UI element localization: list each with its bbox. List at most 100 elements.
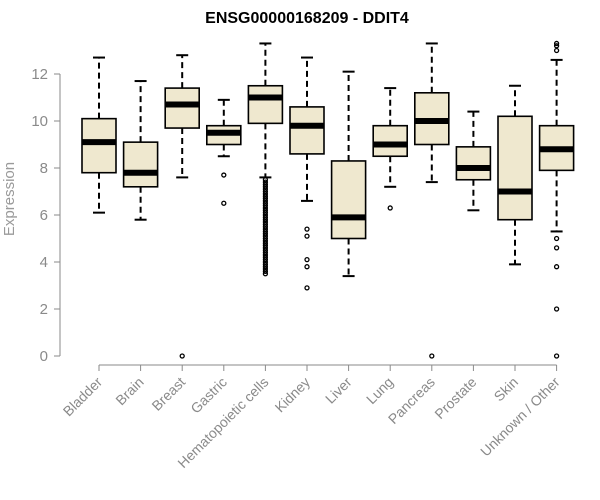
chart-title: ENSG00000168209 - DDIT4 xyxy=(205,10,409,27)
box-group xyxy=(164,54,200,359)
x-tick-label: Unknown / Other xyxy=(477,374,563,460)
box-body xyxy=(497,115,533,221)
outlier-point xyxy=(553,235,560,242)
x-tick-label: Brain xyxy=(112,374,146,408)
outlier-point xyxy=(262,235,269,242)
y-tick-label: 0 xyxy=(40,348,48,365)
outlier-point xyxy=(221,172,227,178)
x-tick-label: Lung xyxy=(363,374,396,407)
outlier-point xyxy=(553,47,560,54)
outlier-point xyxy=(262,259,269,265)
outlier-point xyxy=(262,252,269,258)
outlier-point xyxy=(262,224,269,230)
outlier-point xyxy=(262,200,269,206)
outlier-point xyxy=(262,266,269,272)
y-tick-label: 6 xyxy=(40,207,48,224)
box-body xyxy=(330,160,367,240)
x-tick-label: Kidney xyxy=(272,374,314,416)
outlier-point xyxy=(262,249,269,256)
y-axis-label: Expression xyxy=(1,162,18,236)
y-tick-label: 10 xyxy=(31,113,48,130)
outlier-point xyxy=(262,179,269,185)
outlier-point xyxy=(304,264,310,270)
outlier-point xyxy=(262,177,269,183)
outlier-point xyxy=(262,193,269,199)
outlier-point xyxy=(262,184,269,190)
outlier-point xyxy=(262,264,269,270)
outlier-point xyxy=(553,43,560,49)
box-body xyxy=(81,117,117,174)
outlier-point xyxy=(262,205,269,211)
outlier-point xyxy=(553,245,560,251)
outlier-point xyxy=(429,353,435,359)
outlier-point xyxy=(262,198,269,204)
outlier-point xyxy=(262,271,269,277)
outlier-point xyxy=(262,195,269,202)
y-tick-label: 12 xyxy=(31,66,48,83)
x-tick-label: Breast xyxy=(148,374,188,414)
outlier-point xyxy=(304,285,310,291)
box-group xyxy=(206,98,242,206)
outlier-point xyxy=(262,181,269,188)
outlier-point xyxy=(262,238,269,244)
outlier-point xyxy=(262,209,269,216)
outlier-point xyxy=(262,191,269,197)
box-group xyxy=(413,42,450,359)
outlier-point xyxy=(262,233,269,239)
outlier-point xyxy=(262,245,269,251)
outlier-point xyxy=(553,306,560,312)
outlier-point xyxy=(262,217,269,223)
y-tick-label: 4 xyxy=(40,254,48,271)
box-body xyxy=(247,84,284,125)
box-body xyxy=(122,141,159,188)
outlier-point xyxy=(304,226,310,232)
box-body xyxy=(289,106,325,155)
outlier-point xyxy=(553,40,560,47)
outlier-point xyxy=(553,353,560,359)
box-group xyxy=(372,87,409,211)
outlier-point xyxy=(262,186,269,192)
x-tick-label: Bladder xyxy=(60,374,106,420)
box-group xyxy=(289,56,325,291)
x-tick-label: Prostate xyxy=(431,374,479,422)
outlier-point xyxy=(262,242,269,249)
x-tick-label: Liver xyxy=(322,374,355,407)
box-group xyxy=(122,80,159,221)
outlier-point xyxy=(262,228,269,235)
outlier-point xyxy=(262,240,269,246)
box-body xyxy=(372,124,409,158)
y-tick-label: 8 xyxy=(40,160,48,177)
outlier-point xyxy=(262,202,269,209)
outlier-point xyxy=(262,212,269,218)
outlier-point xyxy=(553,264,560,270)
outlier-point xyxy=(304,256,310,263)
x-tick-label: Skin xyxy=(491,374,522,405)
outlier-point xyxy=(262,219,269,225)
box-body xyxy=(164,87,200,129)
outlier-point xyxy=(262,247,269,253)
box-group xyxy=(455,110,492,212)
outlier-point xyxy=(262,207,269,213)
box-group xyxy=(81,56,117,214)
outlier-point xyxy=(262,256,269,263)
outlier-point xyxy=(262,254,269,260)
box-group xyxy=(330,70,367,278)
box-body xyxy=(455,146,492,181)
outlier-point xyxy=(304,233,310,239)
outlier-point xyxy=(262,221,269,228)
outlier-point xyxy=(262,188,269,195)
outlier-point xyxy=(262,261,269,268)
outlier-point xyxy=(262,268,269,275)
boxes-layer xyxy=(81,40,575,359)
outlier-point xyxy=(262,226,269,232)
outlier-point xyxy=(179,353,185,359)
outlier-point xyxy=(262,231,269,237)
box-group xyxy=(497,84,533,266)
box-group xyxy=(538,40,575,359)
y-axis: 0 2 4 6 8 10 12 xyxy=(31,66,61,365)
outlier-point xyxy=(262,214,269,221)
outlier-point xyxy=(221,200,227,206)
y-tick-label: 2 xyxy=(40,301,48,318)
